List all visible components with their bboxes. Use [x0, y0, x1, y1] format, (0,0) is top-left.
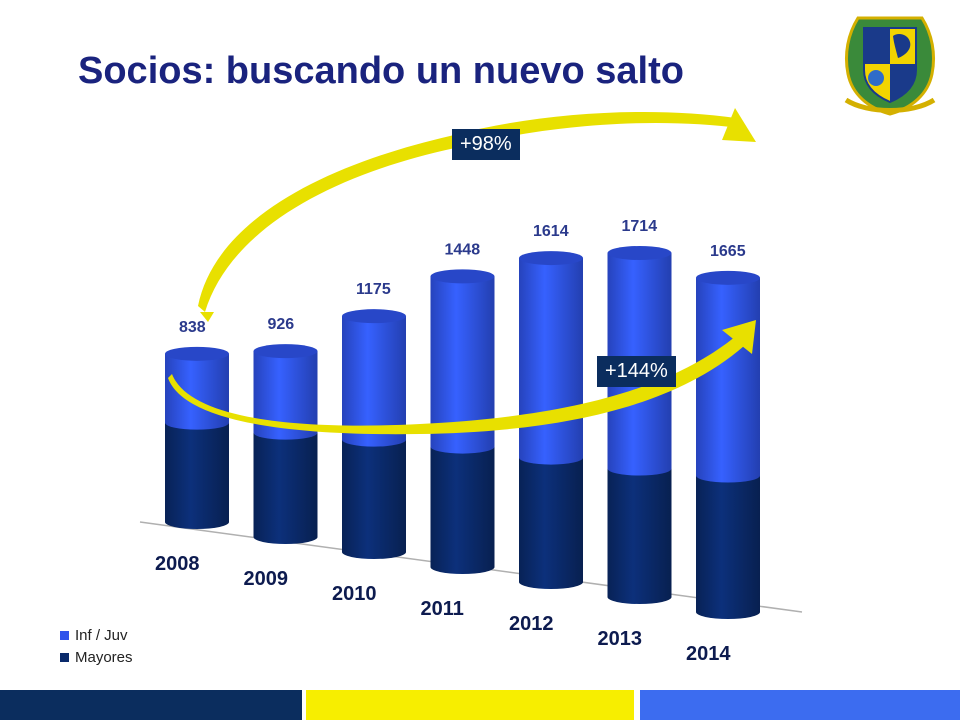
bar-top-cap-2011 — [430, 269, 495, 284]
legend-label-inf-juv: Inf / Juv — [75, 626, 128, 644]
bar-segment-inf-juv-2009 — [253, 351, 318, 440]
x-tick-2014: 2014 — [686, 643, 731, 665]
x-tick-2010: 2010 — [332, 583, 377, 605]
bar-segment-mayores-2012 — [519, 457, 583, 589]
x-tick-2013: 2013 — [598, 628, 643, 650]
club-crest-logo — [844, 16, 936, 116]
bar-top-cap-2008 — [165, 346, 229, 361]
bar-2010 — [342, 309, 406, 559]
bar-segment-mayores-2011 — [430, 446, 495, 574]
bar-top-cap-2013 — [607, 246, 672, 261]
bar-segment-inf-juv-2014 — [696, 277, 760, 483]
bar-segment-inf-juv-2008 — [165, 353, 229, 430]
legend-swatch-inf-juv — [60, 630, 69, 640]
footer-band-dark — [0, 690, 302, 720]
bar-segment-mayores-2009 — [253, 432, 318, 544]
x-tick-2009: 2009 — [244, 568, 289, 590]
bars-group — [165, 246, 760, 619]
growth-144-badge: +144% — [597, 356, 676, 387]
data-label-2012: 1614 — [533, 223, 569, 240]
slide-title: Socios: buscando un nuevo salto — [78, 50, 684, 92]
bar-segment-mayores-2008 — [165, 422, 229, 529]
bar-segment-inf-juv-2012 — [519, 258, 583, 465]
data-label-2013: 1714 — [622, 218, 658, 235]
bar-2011 — [430, 269, 495, 574]
x-tick-2012: 2012 — [509, 613, 554, 635]
bar-top-cap-2009 — [253, 344, 318, 359]
x-tick-2011: 2011 — [421, 598, 464, 620]
legend: Inf / Juv Mayores — [60, 624, 133, 668]
data-label-2014: 1665 — [710, 243, 746, 260]
bar-2008 — [165, 346, 229, 529]
data-label-2008: 838 — [179, 319, 206, 336]
bar-top-cap-2012 — [519, 251, 583, 266]
footer-band-yellow — [306, 690, 634, 720]
x-tick-2008: 2008 — [155, 553, 200, 575]
legend-item-inf-juv: Inf / Juv — [60, 624, 133, 646]
legend-label-mayores: Mayores — [75, 648, 133, 666]
bar-segment-mayores-2014 — [696, 475, 760, 619]
legend-swatch-mayores — [60, 652, 69, 662]
bar-segment-inf-juv-2010 — [342, 316, 406, 447]
growth-arrow-bottom-body — [168, 336, 744, 435]
legend-item-mayores: Mayores — [60, 646, 133, 668]
footer-gap-1 — [302, 690, 306, 720]
growth-arrow-top-head — [722, 108, 756, 142]
growth-arrow-bottom-head — [722, 320, 756, 354]
bar-segment-mayores-2013 — [607, 468, 672, 605]
growth-98-badge: +98% — [452, 129, 520, 160]
bar-2013 — [607, 246, 672, 605]
footer-band-blue — [640, 690, 960, 720]
bar-top-cap-2014 — [696, 270, 760, 285]
bar-top-cap-2010 — [342, 309, 406, 324]
footer-gap-2 — [634, 690, 640, 720]
growth-arrows — [168, 108, 756, 435]
data-label-2009: 926 — [268, 316, 295, 333]
labels-group: 838 2008 926 2009 1175 2010 1448 2011 1614 2012 17… — [155, 218, 746, 665]
growth-arrow-top-tail — [200, 312, 214, 322]
bar-segment-inf-juv-2011 — [430, 276, 495, 454]
bar-segment-mayores-2010 — [342, 439, 406, 559]
bar-2009 — [253, 344, 318, 544]
footer-color-band — [0, 690, 960, 720]
data-label-2011: 1448 — [445, 241, 481, 258]
data-label-2010: 1175 — [356, 281, 391, 298]
